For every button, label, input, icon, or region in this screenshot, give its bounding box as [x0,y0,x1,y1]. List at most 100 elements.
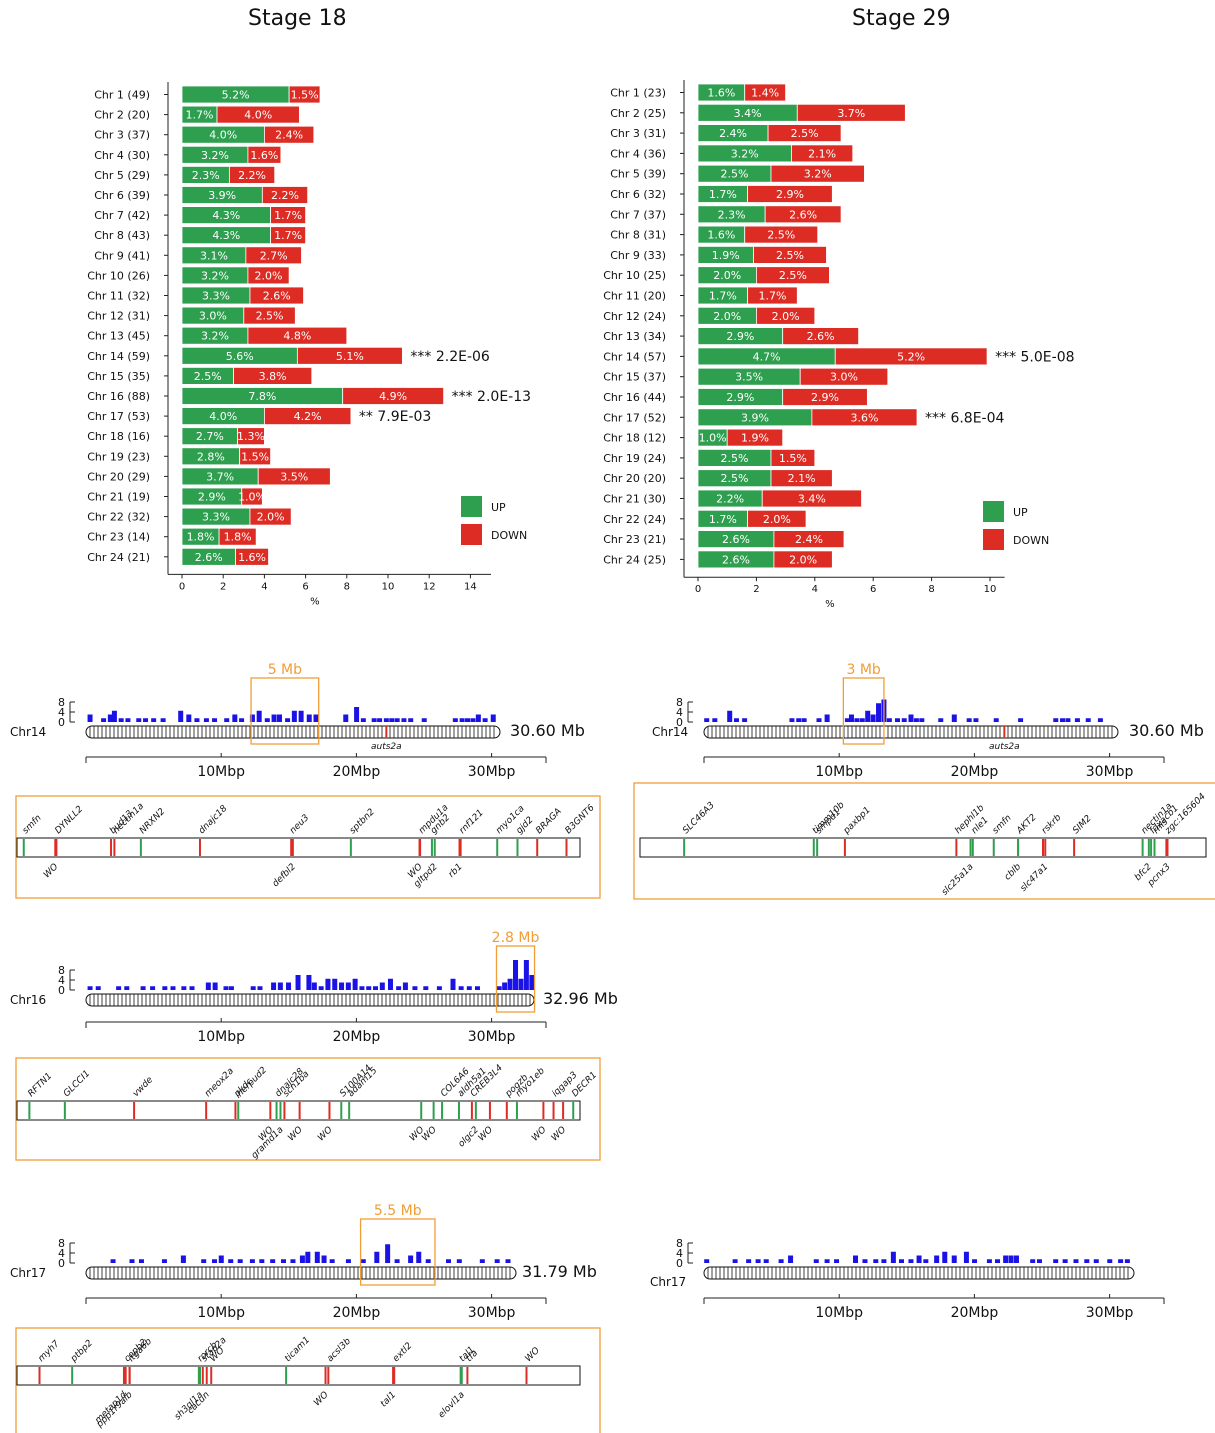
density-bar [505,1259,511,1263]
category-label: Chr 3 (31) [610,127,666,140]
gene-label: B3GNT6 [564,803,597,836]
bar-down [761,489,862,508]
density-bar [436,986,442,990]
density-bar [160,718,166,722]
hist-y-tick-label: 8 [676,1237,683,1250]
category-label: Chr 4 (36) [610,147,666,160]
bar-down-value-label: 3.6% [850,411,878,424]
bar-down-value-label: 3.7% [837,107,865,120]
hist-y-tick-label: 4 [58,1247,65,1260]
gene-label: DYNLL2 [53,804,85,836]
gene-label: tal1 [379,1390,398,1409]
hist-y-tick-label: 4 [58,706,65,719]
density-bar [1085,718,1091,722]
density-bar [129,1259,135,1263]
density-bar [377,718,383,722]
chromosome-ideogram [703,725,1119,739]
mbp-tick-label: 30Mbp [468,764,516,780]
density-bar [239,718,245,722]
chromosome-length-label: 31.79 Mb [522,1262,597,1281]
density-bar [852,1255,858,1263]
gene-label: GLCCI1 [62,1069,92,1099]
x-tick-label: 8 [928,584,934,595]
density-bar [796,718,802,722]
density-bar [280,1259,286,1263]
bar-down [257,467,331,486]
density-bar [894,718,900,722]
density-bar [890,1251,896,1263]
bar-down [799,367,889,386]
category-label: Chr 22 (24) [603,513,666,526]
bar-down-value-label: 4.8% [283,330,311,343]
gene-label: vwde [131,1075,155,1099]
category-label: Chr 22 (32) [87,511,150,524]
bar-down-value-label: 1.8% [224,531,252,544]
density-bar [993,718,999,722]
bar-down-value-label: 5.2% [897,350,925,363]
x-tick-label: 4 [812,584,818,595]
bar-down-value-label: 2.5% [767,229,795,242]
density-bar [496,986,502,990]
stage29-percent-bar-chart: 0 2 4 6 8 10% Chr 1 (23) 1.6% 1.4% Chr 2 (25) 3.4%… [603,80,1075,610]
bar-up-value-label: 1.7% [709,188,737,201]
chromosome-label: Chr16 [10,993,46,1007]
density-bar [352,978,358,990]
density-bar [513,960,519,990]
density-bar [1084,1259,1090,1263]
bar-down [263,125,315,144]
category-label: Chr 15 (37) [603,371,666,384]
category-label: Chr 5 (39) [610,168,666,181]
x-tick-label: 10 [984,584,997,595]
bar-down [237,427,265,446]
density-bar [181,986,187,990]
bar-down [753,245,827,264]
x-tick-label: 2 [753,584,759,595]
density-bar [360,718,366,722]
bar-up-value-label: 2.8% [197,450,225,463]
density-bar [306,975,312,990]
density-bar [218,1255,224,1263]
highlight-region-label: 5.5 Mb [374,1203,422,1219]
density-bar [1062,1259,1068,1263]
marker-gene-label: auts2a [371,742,402,752]
gene-label: smfn [21,813,44,836]
category-label: Chr 7 (37) [610,208,666,221]
density-bar [446,1259,452,1263]
density-bar [396,986,402,990]
bar-down [233,366,313,385]
density-bar [755,1259,761,1263]
category-label: Chr 6 (39) [94,189,150,202]
bar-down-value-label: 2.4% [795,533,823,546]
bar-down-value-label: 1.7% [758,290,786,303]
gene-zoom-bar [16,1100,581,1121]
gene-label: WO [477,1125,495,1143]
hist-y-tick-label: 8 [58,696,65,709]
hist-y-tick-label: 0 [676,716,683,729]
bar-down-value-label: 1.7% [274,229,302,242]
density-bar [482,718,488,722]
category-label: Chr 3 (37) [94,129,150,142]
gene-label: WO [420,1125,438,1143]
bar-down [270,226,306,245]
density-bar [250,986,256,990]
x-tick-label: 12 [423,581,436,592]
density-bar [101,718,107,722]
stage-18-title: Stage 18 [248,6,347,31]
chromosome-label: Chr17 [10,1266,46,1280]
density-bar [972,1259,978,1263]
bar-down-value-label: 1.5% [779,452,807,465]
density-bar [778,1259,784,1263]
bar-down [773,530,845,548]
hist-y-tick-label: 8 [58,1237,65,1250]
density-bar [788,1255,794,1263]
density-bar [87,714,93,722]
mbp-tick-label: 20Mbp [951,1305,999,1321]
bar-up-value-label: 2.3% [192,169,220,182]
bar-up-value-label: 1.8% [187,531,215,544]
density-bar [518,978,524,990]
mbp-tick-label: 20Mbp [951,764,999,780]
gene-label: SLC46A3 [681,800,717,836]
gene-label: SIM2 [1071,813,1094,836]
density-bar [466,986,472,990]
